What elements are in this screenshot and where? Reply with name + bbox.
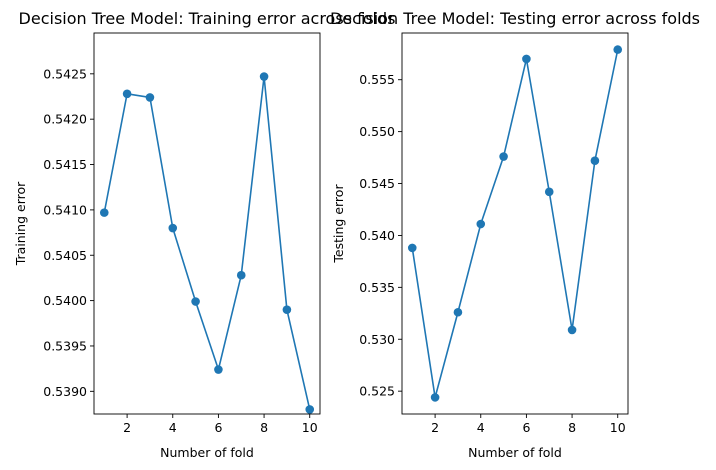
training-error-panel: 2 4 6 8 10 0.5390 0.5395 0.5400 0.5405 0.5410 0.54… xyxy=(13,9,395,460)
training-y-tick-label: 0.5400 xyxy=(43,293,87,308)
training-y-tick-label: 0.5420 xyxy=(43,112,87,127)
training-x-tick-label: 2 xyxy=(123,420,131,435)
training-data-point xyxy=(191,297,200,306)
training-data-point xyxy=(236,270,246,280)
training-data-point xyxy=(282,305,292,314)
testing-data-point xyxy=(590,156,600,165)
training-x-tick-label: 10 xyxy=(302,420,318,435)
testing-data-point xyxy=(476,219,486,229)
training-data-point xyxy=(122,89,132,99)
training-data-point xyxy=(305,405,315,414)
testing-x-tick-label: 2 xyxy=(431,420,439,435)
training-series-line xyxy=(103,75,311,410)
testing-x-axis-label: Number of fold xyxy=(468,445,562,460)
testing-data-point xyxy=(544,187,554,197)
training-error-marks: 2 4 6 8 10 0.5390 0.5395 0.5400 0.5405 0.5410 0.54… xyxy=(43,66,317,435)
training-x-tick-label: 4 xyxy=(169,420,177,435)
testing-chart-title: Decision Tree Model: Testing error acros… xyxy=(330,9,700,28)
training-data-point xyxy=(214,365,223,374)
training-data-point xyxy=(145,93,155,102)
training-y-tick-label: 0.5390 xyxy=(43,384,87,399)
testing-x-tick-label: 6 xyxy=(522,420,530,435)
training-data-point xyxy=(259,72,269,81)
training-y-tick-label: 0.5395 xyxy=(43,338,87,353)
testing-data-point xyxy=(499,152,508,161)
training-x-tick-label: 6 xyxy=(214,420,222,435)
training-y-tick-label: 0.5415 xyxy=(43,157,87,172)
training-y-tick-label: 0.5405 xyxy=(43,248,87,263)
training-x-axis-label: Number of fold xyxy=(160,445,254,460)
training-y-tick-label: 0.5425 xyxy=(43,66,87,81)
testing-data-point xyxy=(613,45,623,54)
testing-y-axis-label: Testing error xyxy=(331,184,346,264)
testing-data-point xyxy=(567,325,577,335)
testing-y-tick-label: 0.535 xyxy=(359,280,395,295)
testing-data-point xyxy=(430,393,440,402)
training-x-tick-label: 8 xyxy=(260,420,268,435)
training-chart-title: Decision Tree Model: Training error acro… xyxy=(19,9,396,28)
testing-y-tick-label: 0.550 xyxy=(359,124,395,139)
testing-data-point xyxy=(453,307,463,317)
testing-x-tick-label: 4 xyxy=(477,420,485,435)
testing-y-tick-label: 0.545 xyxy=(359,176,395,191)
training-plot-frame xyxy=(93,32,321,415)
testing-series-line xyxy=(411,49,619,399)
testing-x-tick-label: 10 xyxy=(610,420,626,435)
testing-plot-frame xyxy=(401,32,629,415)
training-y-axis-label: Training error xyxy=(13,181,28,266)
testing-data-point xyxy=(522,54,531,64)
testing-x-tick-label: 8 xyxy=(568,420,576,435)
training-y-tick-label: 0.5410 xyxy=(43,202,87,217)
testing-y-tick-label: 0.530 xyxy=(359,332,395,347)
testing-y-tick-label: 0.540 xyxy=(359,228,395,243)
testing-y-tick-label: 0.525 xyxy=(359,384,395,399)
testing-error-panel: 2 4 6 8 10 0.525 0.530 0.535 0.540 0.545 0.550 0.55… xyxy=(330,9,700,460)
testing-data-point xyxy=(407,243,417,253)
training-data-point xyxy=(99,208,109,217)
testing-y-tick-label: 0.555 xyxy=(359,72,395,87)
training-data-point xyxy=(168,223,178,233)
testing-error-marks: 2 4 6 8 10 0.525 0.530 0.535 0.540 0.545 0.550 0.55… xyxy=(359,45,626,435)
